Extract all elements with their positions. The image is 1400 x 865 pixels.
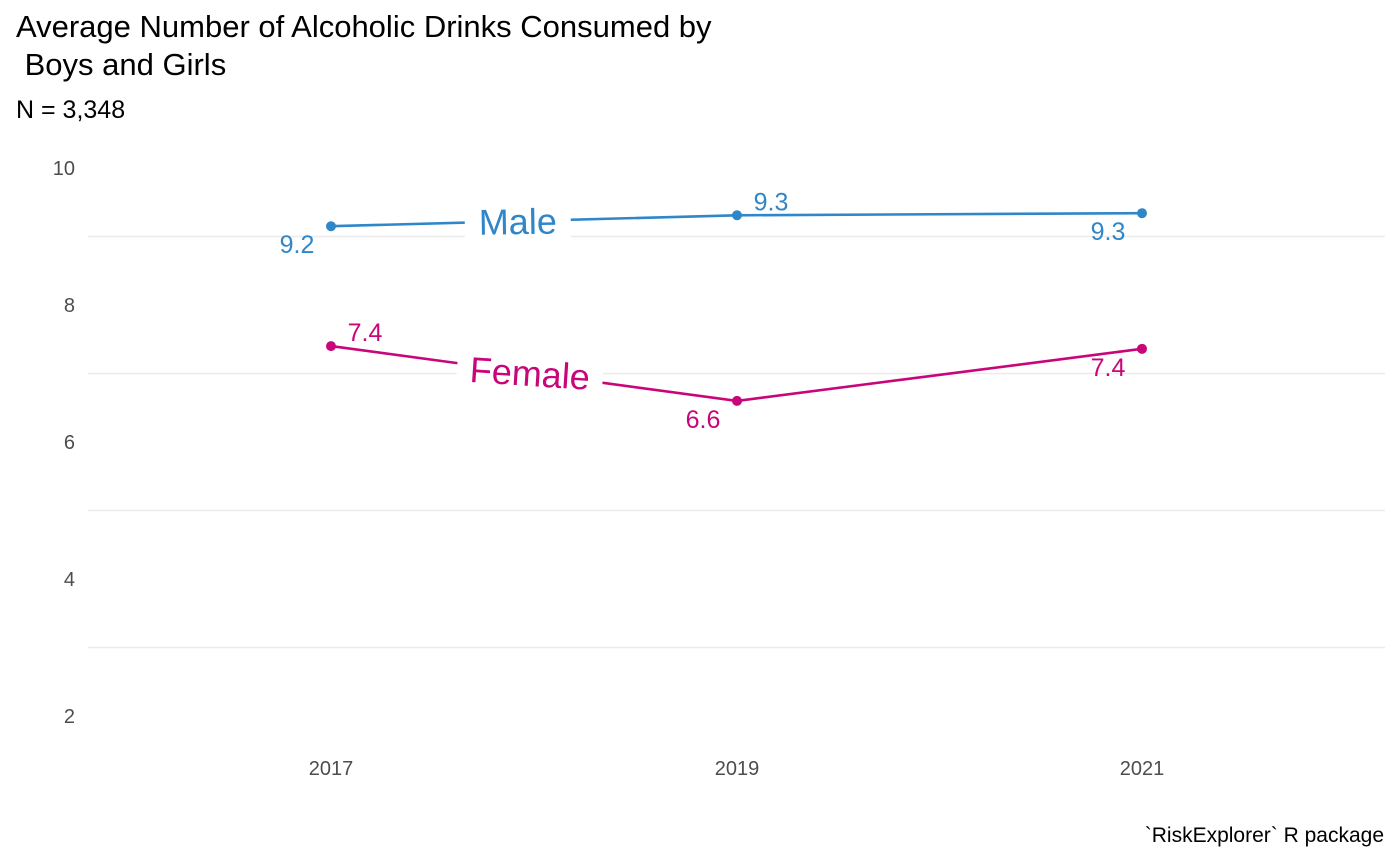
y-tick-label: 2 [64,706,75,728]
series-name-label: Female [469,349,592,398]
x-tick-label: 2021 [1120,758,1165,780]
series-label-background [455,348,605,398]
data-label: 7.4 [348,319,383,347]
series-label-background [464,200,572,243]
data-point [732,395,742,406]
y-tick-label: 4 [64,569,75,591]
data-label: 6.6 [686,406,721,434]
y-tick-label: 6 [64,432,75,454]
series-male: Male 9.2 9.3 9.3 [280,188,1147,259]
chart-subtitle: N = 3,348 [16,96,126,124]
series-female: Female 7.4 6.6 7.4 [326,319,1147,434]
data-point [1137,208,1147,219]
x-tick-label: 2019 [715,758,760,780]
chart-caption: `RiskExplorer` R package [1144,824,1384,847]
data-label: 7.4 [1091,354,1126,382]
data-label: 9.3 [754,188,789,216]
data-point [1137,343,1147,354]
series-layer: Male 9.2 9.3 9.3 Female 7.4 6.6 7.4 [280,188,1147,434]
data-label: 9.3 [1091,218,1126,246]
data-label: 9.2 [280,231,315,259]
x-tick-label: 2017 [309,758,354,780]
axis-layer: 2 4 6 8 10 2017 2019 2021 [53,158,1165,780]
data-point [326,221,336,232]
chart-title: Average Number of Alcoholic Drinks Consu… [16,9,712,82]
series-name-label: Male [478,201,557,243]
grid-layer [88,235,1385,649]
data-point [326,341,336,352]
data-point [732,210,742,221]
y-tick-label: 10 [53,158,75,180]
y-tick-label: 8 [64,295,75,317]
